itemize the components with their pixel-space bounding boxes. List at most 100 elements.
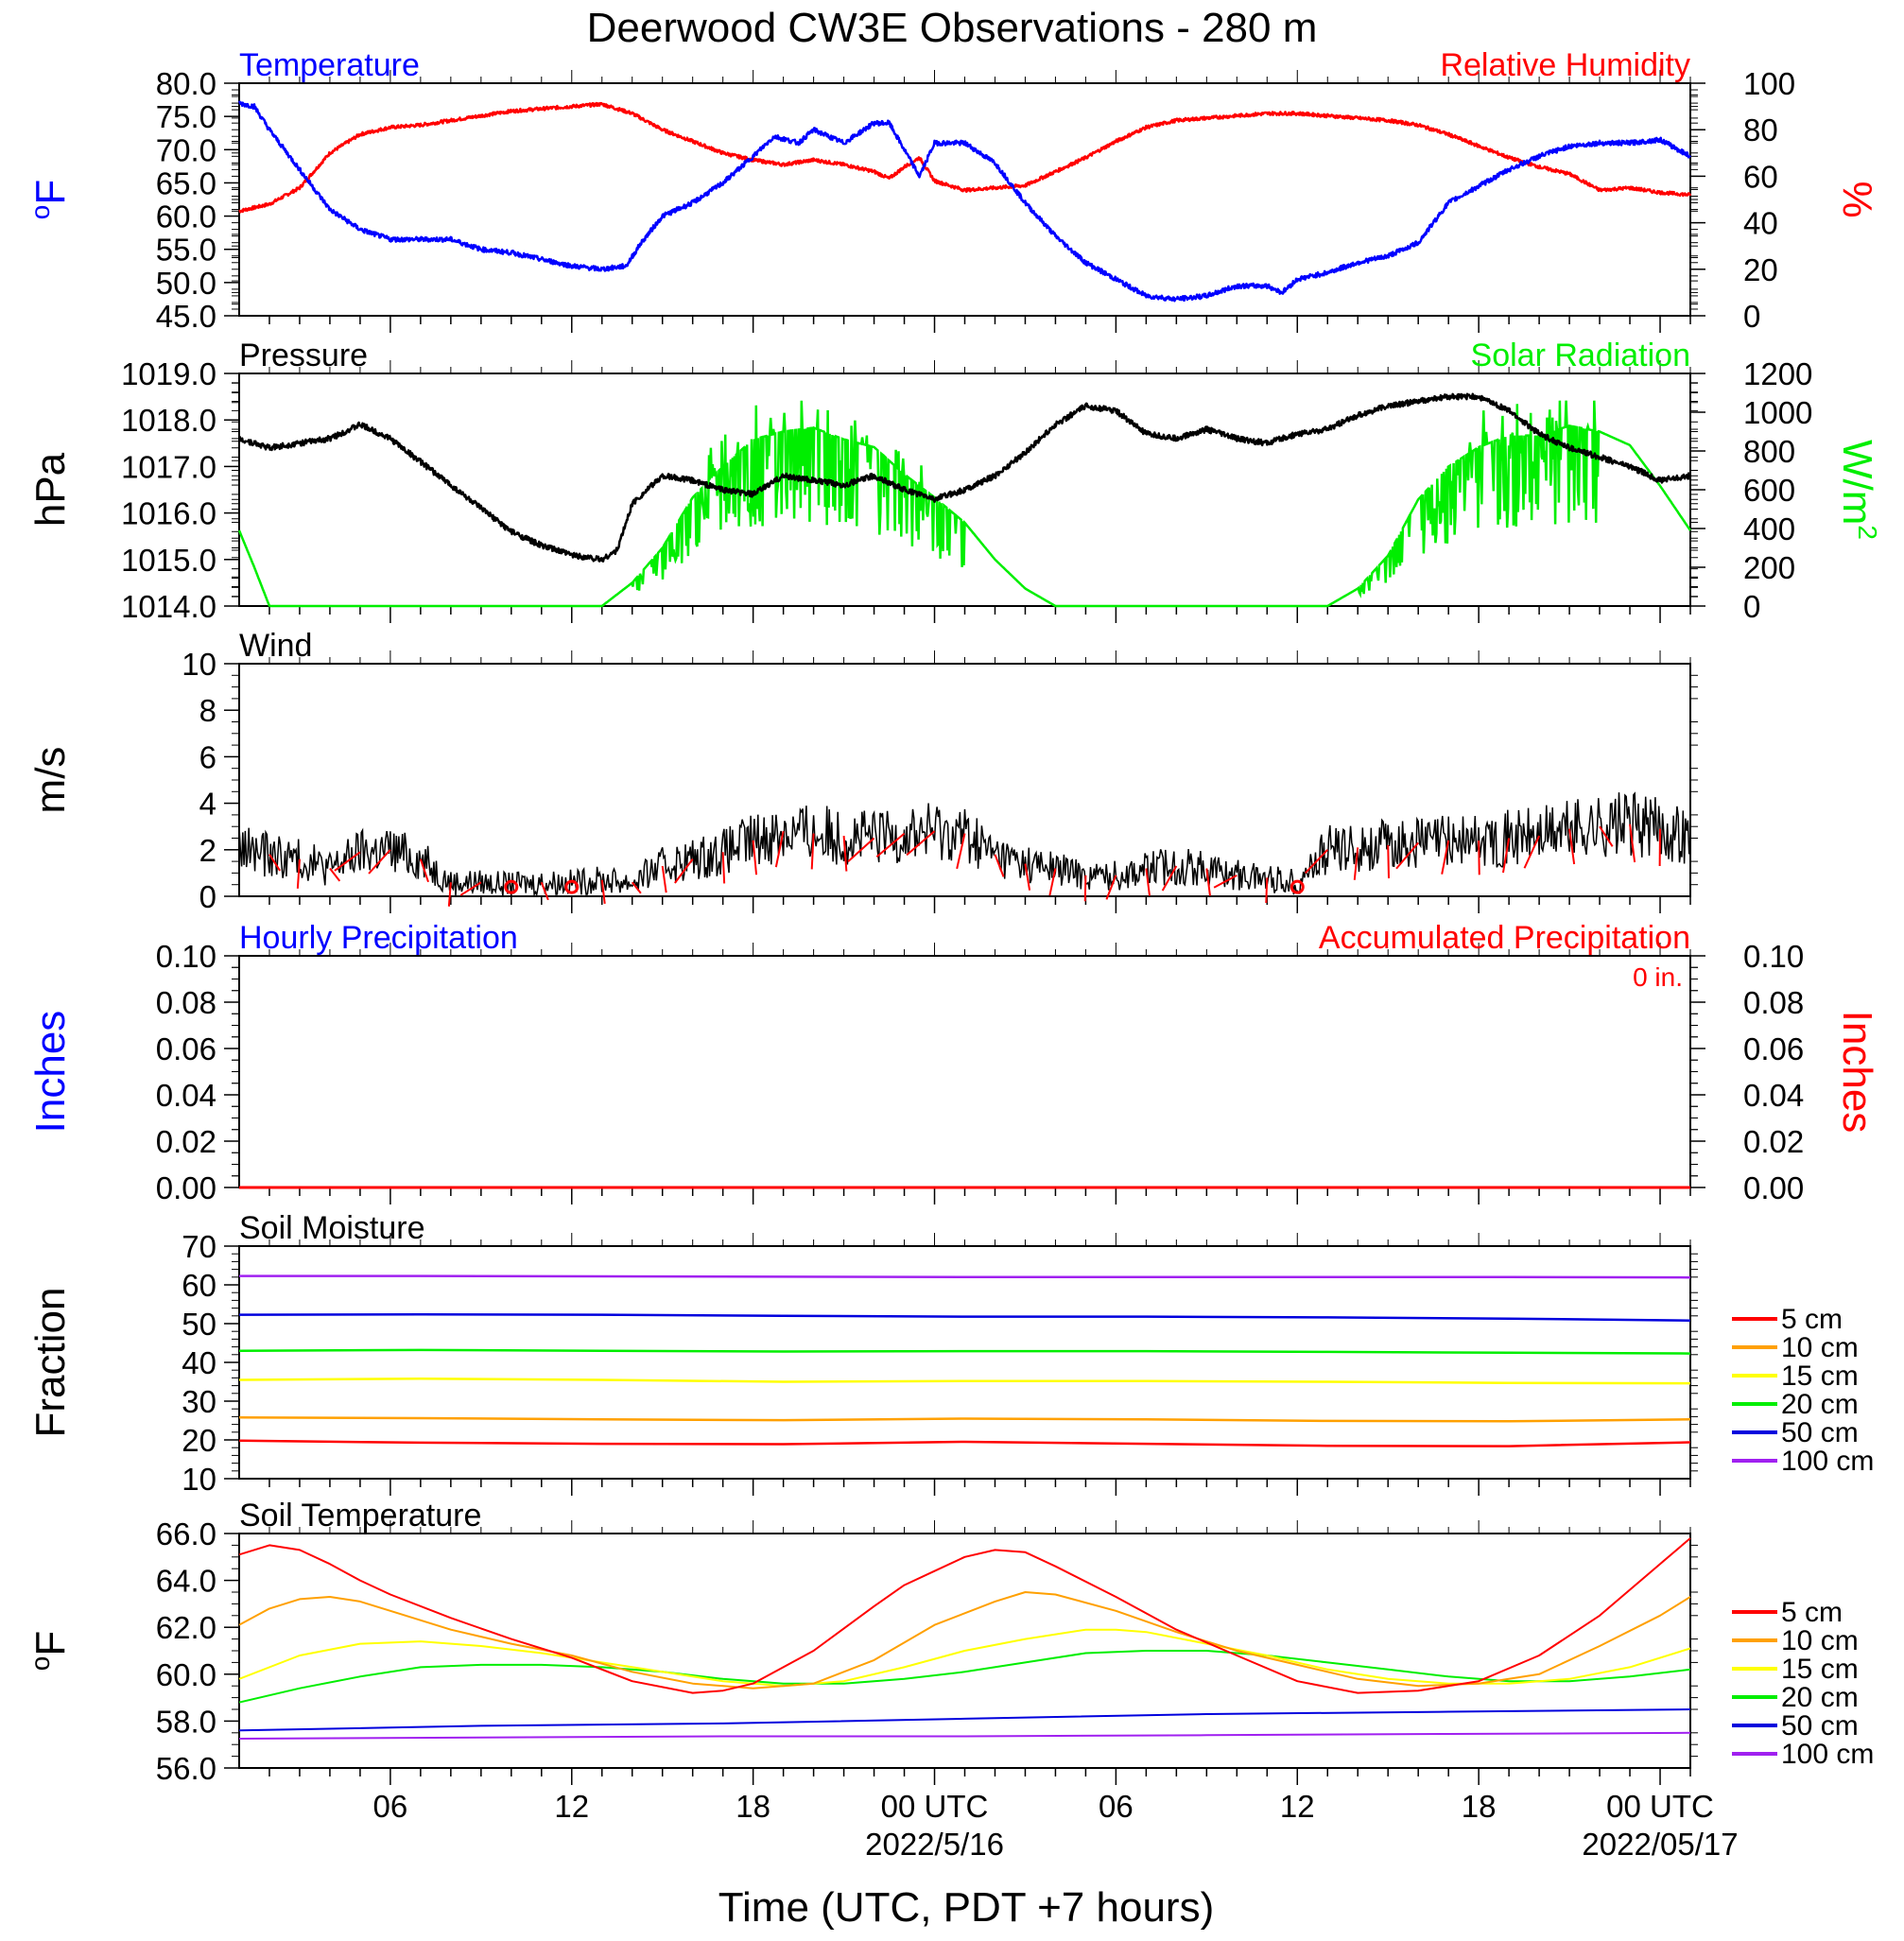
- soil-moisture-legend-label: 15 cm: [1781, 1360, 1859, 1392]
- wind-barb: [296, 858, 301, 889]
- date-label: 2022/05/17: [1582, 1827, 1738, 1862]
- wind-barb: [1048, 868, 1057, 896]
- wind-speed-line: [238, 791, 1691, 897]
- left-axis-tick-label: 55.0: [156, 233, 216, 268]
- left-axis-tick-label: 58.0: [156, 1704, 216, 1739]
- soil-moisture-line-15cm: [238, 1377, 1691, 1385]
- wind-barb: [1523, 835, 1541, 869]
- soil-temperature-unit: oF: [26, 1631, 74, 1671]
- left-axis-tick-label: 40: [182, 1345, 216, 1380]
- soil-moisture-legend-label: 20 cm: [1781, 1389, 1859, 1420]
- soil-temperature-line-15cm: [238, 1628, 1691, 1688]
- soil-temperature-title: Soil Temperature: [239, 1498, 481, 1534]
- wind-barb: [956, 833, 966, 870]
- pressure-unit: hPa: [27, 452, 74, 527]
- soil-moisture-legend-label: 100 cm: [1781, 1446, 1874, 1477]
- left-axis-tick-label: 1015.0: [121, 543, 216, 578]
- wind-barb: [721, 852, 726, 884]
- soil-temperature-line-20cm: [238, 1650, 1691, 1704]
- wind-barb: [600, 879, 606, 905]
- left-axis-tick-label: 0.02: [156, 1124, 216, 1159]
- solar-radiation-line: [237, 400, 1692, 608]
- wind-unit: m/s: [27, 747, 74, 814]
- wind-barb: [994, 854, 1005, 877]
- right-axis-tick-label: 40: [1743, 206, 1778, 241]
- left-axis-tick-label: 65.0: [156, 165, 216, 200]
- right-axis-tick-label: 80: [1743, 113, 1778, 147]
- right-axis-tick-label: 0.02: [1743, 1124, 1804, 1159]
- wind-barb: [1205, 868, 1211, 896]
- pressure-line: [238, 392, 1692, 563]
- wind-barb: [1213, 874, 1238, 889]
- left-axis-tick-label: 0.10: [156, 939, 216, 974]
- wind-barb: [1265, 877, 1269, 904]
- soil-moisture-line-20cm: [238, 1348, 1691, 1355]
- soil-temperature-legend-label: 5 cm: [1781, 1597, 1843, 1628]
- wind-barb: [1305, 849, 1328, 875]
- right-axis-tick-label: 20: [1743, 252, 1778, 287]
- precip-total-label: 0 in.: [1633, 962, 1683, 992]
- wind-barb: [1387, 844, 1391, 879]
- wind-barb: [847, 837, 875, 863]
- left-axis-tick-label: 66.0: [156, 1516, 216, 1551]
- wind-plot-frame: [238, 663, 1691, 897]
- soil-moisture-legend-label: 5 cm: [1781, 1304, 1843, 1335]
- soil-moisture-legend-label: 10 cm: [1781, 1332, 1859, 1363]
- left-axis-tick-label: 70: [182, 1229, 216, 1264]
- left-axis-tick-label: 60: [182, 1268, 216, 1303]
- soil-moisture-title: Soil Moisture: [239, 1210, 425, 1246]
- time-tick-label: 06: [1099, 1789, 1134, 1824]
- wind-barb: [447, 882, 452, 907]
- time-tick-label: 12: [1280, 1789, 1315, 1824]
- soil-moisture-line-100cm: [239, 1274, 1691, 1279]
- left-axis-tick-label: 80.0: [156, 66, 216, 101]
- time-tick-label: 00 UTC: [1606, 1789, 1714, 1824]
- time-tick-label: 12: [554, 1789, 589, 1824]
- left-axis-tick-label: 10: [182, 1462, 216, 1497]
- left-axis-tick-label: 45.0: [156, 299, 216, 334]
- right-axis-tick-label: 1000: [1743, 395, 1812, 430]
- left-axis-tick-label: 62.0: [156, 1610, 216, 1645]
- soil-moisture-line-10cm: [238, 1415, 1691, 1423]
- accum-precip-unit: Inches: [1834, 1011, 1880, 1134]
- time-tick-label: 18: [736, 1789, 770, 1824]
- time-tick-label: 06: [373, 1789, 408, 1824]
- left-axis-tick-label: 56.0: [156, 1751, 216, 1786]
- calm-wind-marker: [564, 879, 580, 894]
- soil-temperature-legend-label: 100 cm: [1781, 1739, 1874, 1770]
- wind-barb: [1161, 865, 1178, 892]
- right-axis-tick-label: 0.00: [1743, 1170, 1804, 1205]
- left-axis-tick-label: 60.0: [156, 199, 216, 234]
- left-axis-tick-label: 50: [182, 1307, 216, 1342]
- wind-barb: [1568, 828, 1576, 865]
- left-axis-tick-label: 20: [182, 1423, 216, 1458]
- wind-barb: [631, 881, 642, 894]
- calm-wind-marker: [504, 879, 519, 894]
- wind-barb: [661, 865, 667, 893]
- left-axis-tick-label: 60.0: [156, 1657, 216, 1692]
- left-axis-tick-label: 1017.0: [121, 449, 216, 484]
- wind-barb: [875, 832, 906, 858]
- left-axis-tick-label: 0.04: [156, 1078, 216, 1113]
- left-axis-tick-label: 0.06: [156, 1031, 216, 1066]
- wind-barb: [1145, 868, 1151, 896]
- precip-plot-frame: [238, 955, 1691, 1188]
- left-axis-tick-label: 75.0: [156, 99, 216, 134]
- left-axis-tick-label: 2: [199, 833, 216, 868]
- right-axis-tick-label: 0.06: [1743, 1031, 1804, 1066]
- soil-moisture-unit: Fraction: [27, 1288, 74, 1438]
- date-label: 2022/5/16: [865, 1827, 1004, 1862]
- wind-barb: [810, 833, 815, 870]
- calm-wind-marker: [1290, 879, 1305, 894]
- left-axis-tick-label: 0.00: [156, 1170, 216, 1205]
- figure-title: Deerwood CW3E Observations - 280 m: [587, 5, 1318, 51]
- soil-temperature-line-10cm: [238, 1591, 1691, 1690]
- wind-barb: [1353, 847, 1359, 880]
- wind-barb: [329, 867, 341, 882]
- wind-barb: [752, 840, 758, 875]
- soil-temperature-line-100cm: [238, 1731, 1691, 1740]
- wind-barb: [368, 849, 391, 875]
- accum-precip-title: Accumulated Precipitation: [1319, 920, 1690, 956]
- left-axis-tick-label: 50.0: [156, 266, 216, 301]
